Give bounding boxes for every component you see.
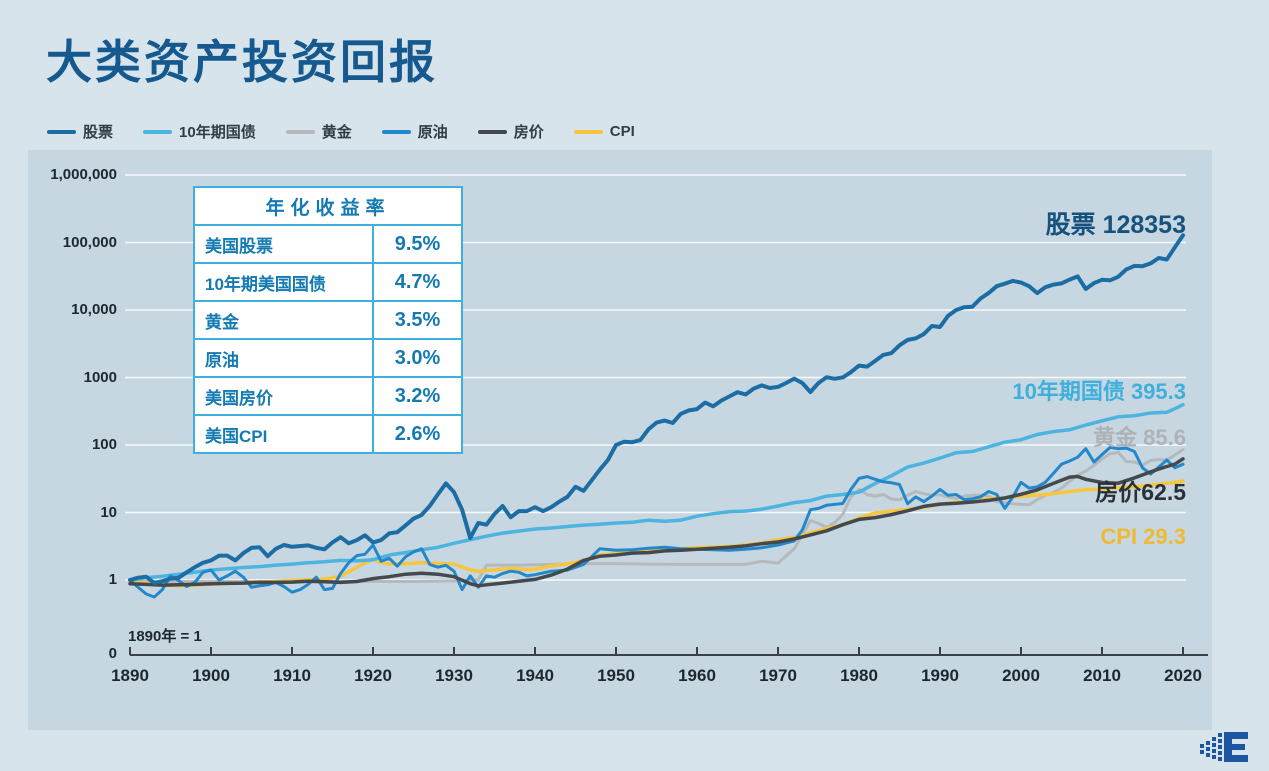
legend-label: 股票 — [83, 124, 114, 141]
gold-line-swatch-icon — [285, 129, 315, 134]
y-tick-label: 100,000 — [62, 233, 117, 251]
legend-label: 10年期国债 — [179, 124, 256, 141]
asset-label: 10年期美国国债 — [192, 262, 375, 302]
end-label-2: 黄金 85.6 — [1093, 425, 1186, 450]
house-line-swatch-icon — [477, 129, 507, 134]
x-tick-label: 2000 — [1002, 666, 1040, 685]
legend-label: 黄金 — [321, 124, 352, 141]
legend-item-house: 房价 — [477, 121, 544, 142]
y-tick-label: 1 — [108, 571, 117, 588]
stocks-line-swatch-icon — [47, 129, 76, 134]
x-tick-label: 1900 — [192, 666, 230, 685]
end-label-3: 房价62.5 — [1095, 479, 1186, 505]
x-tick-label: 1890 — [111, 666, 149, 685]
asset-label: 黄金 — [192, 300, 375, 340]
legend-item-cpi: CPI — [573, 123, 635, 140]
series-line-10年期国债 — [128, 402, 1185, 582]
legend-label: 原油 — [417, 124, 448, 141]
page-title: 大类资产投资回报 — [46, 36, 438, 88]
y-tick-label: 10 — [100, 503, 117, 521]
table-row: 美国股票 9.5% — [192, 224, 463, 264]
legend-label: CPI — [609, 123, 635, 140]
base-note: 1890年 = 1 — [128, 628, 202, 645]
y-tick-label: 100 — [91, 436, 117, 453]
legend-item-gold: 黄金 — [285, 121, 352, 142]
series-line-原油 — [128, 445, 1185, 599]
legend-item-oil: 原油 — [381, 121, 448, 142]
asset-return: 3.0% — [372, 338, 463, 378]
table-row: 10年期美国国债 4.7% — [192, 262, 463, 302]
oil-line-swatch-icon — [381, 129, 411, 134]
asset-return: 9.5% — [372, 224, 463, 264]
series-line-股票 — [128, 233, 1185, 586]
asset-return: 4.7% — [372, 262, 463, 302]
x-tick-label: 1920 — [354, 666, 392, 685]
asset-return: 2.6% — [372, 414, 463, 454]
brand-logo-icon — [1200, 732, 1248, 762]
asset-label: 原油 — [192, 338, 375, 378]
table-row: 美国CPI 2.6% — [192, 414, 463, 454]
annualized-return-table: 年化收益率 美国股票 9.5% 10年期美国国债 4.7% 黄金 3.5% 原油… — [192, 186, 463, 454]
x-tick-label: 1990 — [921, 666, 959, 685]
x-tick-label: 2010 — [1083, 666, 1121, 685]
x-tick-label: 1910 — [273, 666, 311, 685]
table-row: 黄金 3.5% — [192, 300, 463, 340]
x-tick-label: 1950 — [597, 666, 635, 685]
series-line-黄金 — [128, 448, 1185, 583]
asset-label: 美国CPI — [192, 414, 375, 454]
y-tick-label: 1000 — [83, 368, 117, 386]
y-tick-label: 10,000 — [71, 301, 117, 318]
asset-label: 美国房价 — [192, 376, 375, 416]
series-line-房价 — [128, 457, 1185, 588]
x-tick-label: 1970 — [759, 666, 797, 685]
x-tick-label: 1930 — [435, 666, 473, 685]
legend-item-stocks: 股票 — [47, 121, 113, 142]
table-header: 年化收益率 — [193, 186, 463, 226]
cpi-line-swatch-icon — [573, 129, 603, 134]
y-tick-label-zero: 0 — [108, 645, 117, 662]
legend-label: 房价 — [513, 124, 544, 141]
table-row: 原油 3.0% — [192, 338, 463, 378]
y-tick-label: 1,000,000 — [50, 166, 117, 183]
series-line-CPI — [128, 479, 1185, 588]
asset-return: 3.2% — [372, 376, 463, 416]
asset-label: 美国股票 — [192, 224, 375, 264]
x-tick-label: 1940 — [516, 666, 554, 685]
table-row: 美国房价 3.2% — [192, 376, 463, 416]
treasury-line-swatch-icon — [143, 129, 173, 134]
end-label-4: CPI 29.3 — [1100, 524, 1186, 549]
x-tick-label: 2020 — [1164, 666, 1202, 685]
legend-item-treasury: 10年期国债 — [143, 121, 256, 142]
asset-return: 3.5% — [372, 300, 463, 340]
x-tick-label: 1980 — [840, 666, 878, 685]
legend: 股票 10年期国债 黄金 原油 房价 CPI — [47, 121, 635, 142]
end-label-0: 股票 128353 — [1045, 211, 1186, 239]
x-tick-label: 1960 — [678, 666, 716, 685]
end-label-1: 10年期国债 395.3 — [1012, 379, 1186, 404]
